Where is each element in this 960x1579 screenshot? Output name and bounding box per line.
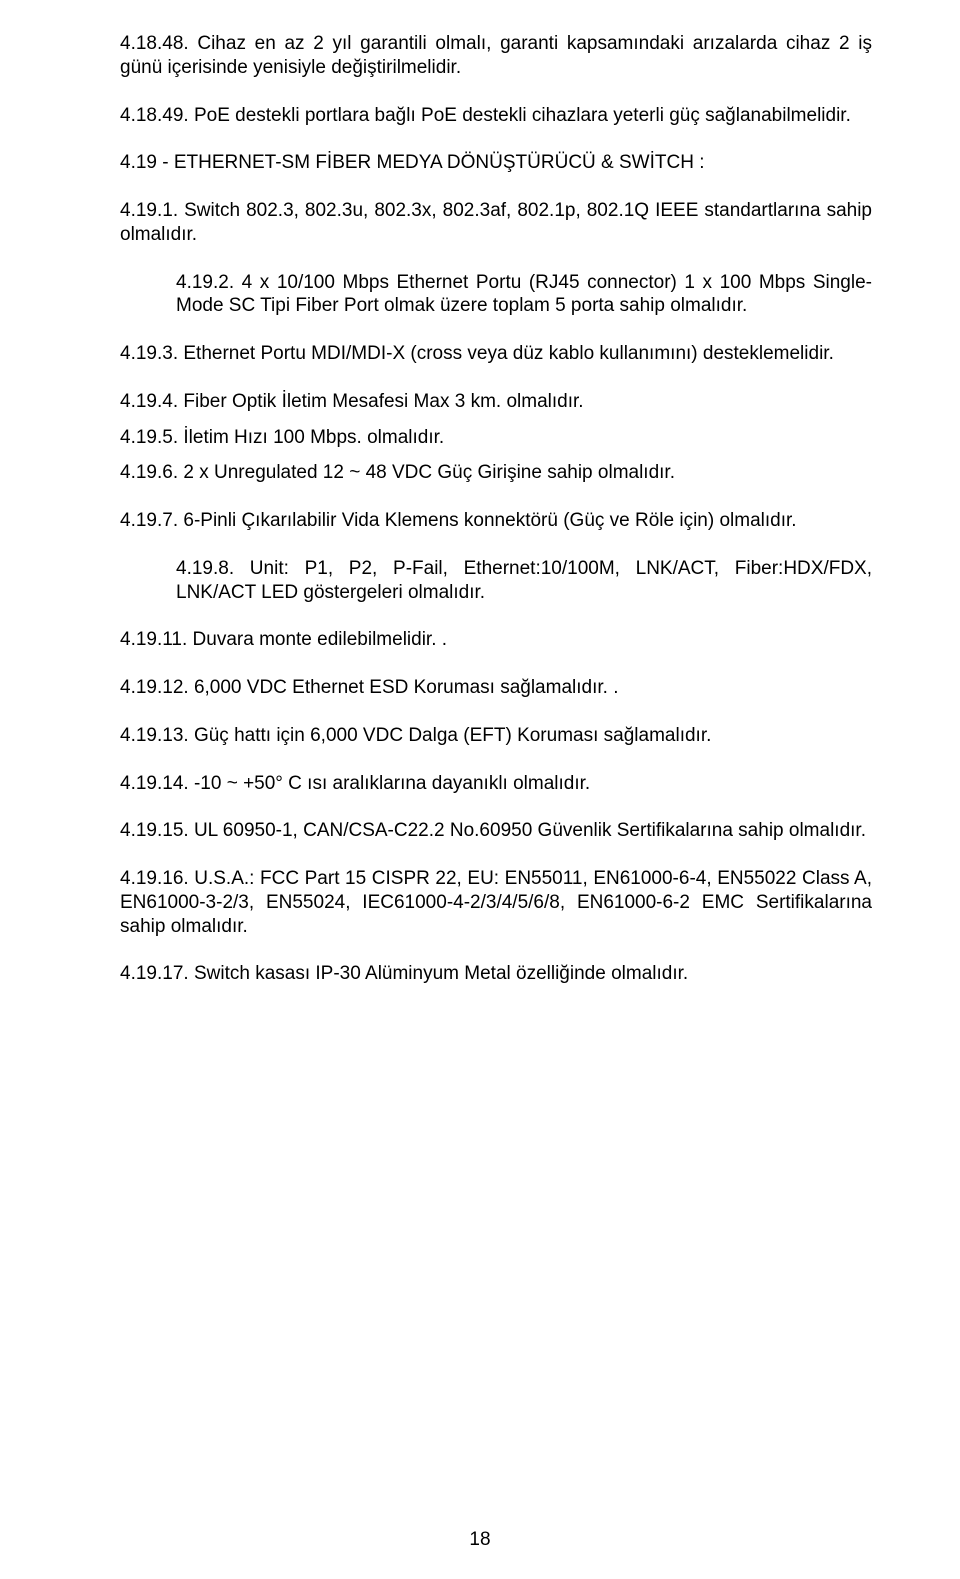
page-number: 18 bbox=[0, 1529, 960, 1551]
spec-item-4-19-14: 4.19.14. -10 ~ +50° C ısı aralıklarına d… bbox=[120, 772, 872, 796]
spec-item-4-19-7: 4.19.7. 6-Pinli Çıkarılabilir Vida Kleme… bbox=[120, 509, 872, 533]
spec-item-4-19-12: 4.19.12. 6,000 VDC Ethernet ESD Koruması… bbox=[120, 676, 872, 700]
document-page: 4.18.48. Cihaz en az 2 yıl garantili olm… bbox=[0, 0, 960, 1579]
spec-item-4-19-5: 4.19.5. İletim Hızı 100 Mbps. olmalıdır. bbox=[120, 426, 872, 450]
spec-item-4-18-49: 4.18.49. PoE destekli portlara bağlı PoE… bbox=[120, 104, 872, 128]
spec-item-4-19-6: 4.19.6. 2 x Unregulated 12 ~ 48 VDC Güç … bbox=[120, 461, 872, 485]
spec-item-4-19-2: 4.19.2. 4 x 10/100 Mbps Ethernet Portu (… bbox=[120, 271, 872, 319]
spec-item-4-19-15: 4.19.15. UL 60950-1, CAN/CSA-C22.2 No.60… bbox=[120, 819, 872, 843]
spec-item-4-18-48: 4.18.48. Cihaz en az 2 yıl garantili olm… bbox=[120, 32, 872, 80]
spec-item-4-19-11: 4.19.11. Duvara monte edilebilmelidir. . bbox=[120, 628, 872, 652]
spec-item-4-19-4: 4.19.4. Fiber Optik İletim Mesafesi Max … bbox=[120, 390, 872, 414]
spec-item-4-19-16: 4.19.16. U.S.A.: FCC Part 15 CISPR 22, E… bbox=[120, 867, 872, 938]
spec-item-4-19-3: 4.19.3. Ethernet Portu MDI/MDI-X (cross … bbox=[120, 342, 872, 366]
spec-item-4-19-17: 4.19.17. Switch kasası IP-30 Alüminyum M… bbox=[120, 962, 872, 986]
spec-item-4-19-13: 4.19.13. Güç hattı için 6,000 VDC Dalga … bbox=[120, 724, 872, 748]
spec-item-4-19-1: 4.19.1. Switch 802.3, 802.3u, 802.3x, 80… bbox=[120, 199, 872, 247]
spec-item-4-19-8: 4.19.8. Unit: P1, P2, P-Fail, Ethernet:1… bbox=[120, 557, 872, 605]
section-heading-4-19: 4.19 - ETHERNET-SM FİBER MEDYA DÖNÜŞTÜRÜ… bbox=[120, 151, 872, 175]
